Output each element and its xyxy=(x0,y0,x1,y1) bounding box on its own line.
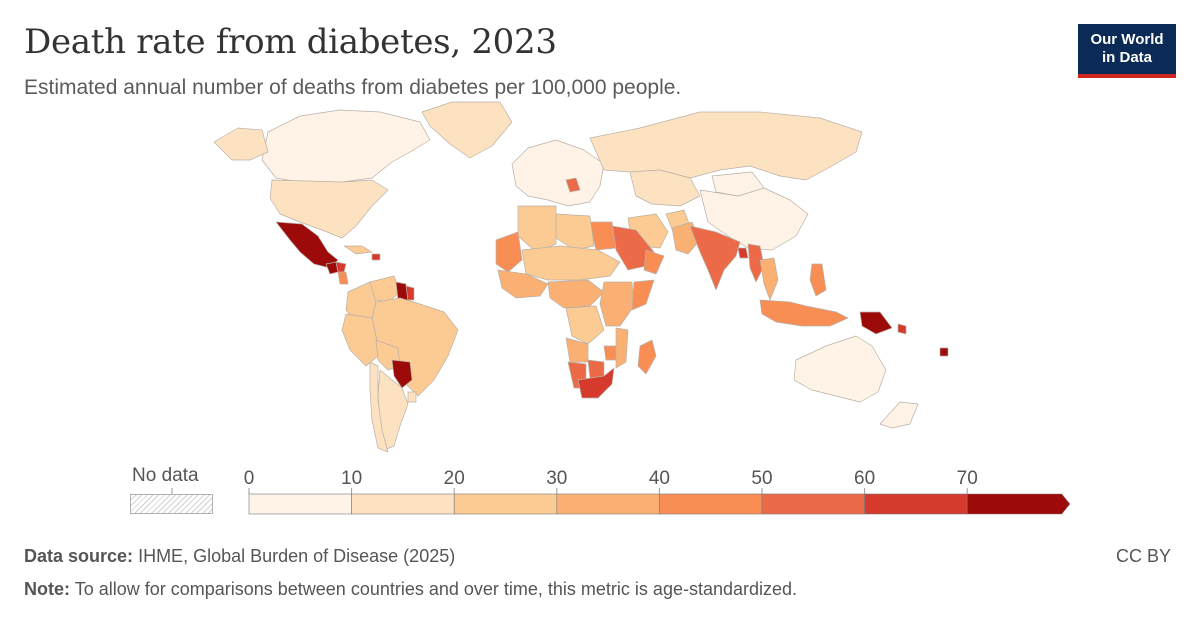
region-central-africa[interactable] xyxy=(547,279,605,309)
legend-bin-3[interactable] xyxy=(556,493,660,515)
legend-tick-label: 10 xyxy=(341,468,362,489)
region-philippines[interactable] xyxy=(809,263,827,297)
region-russia[interactable] xyxy=(589,111,863,181)
legend-bin-5[interactable] xyxy=(761,493,865,515)
data-source-text[interactable]: IHME, Global Burden of Disease (2025) xyxy=(138,546,456,566)
region-canada[interactable] xyxy=(261,109,431,183)
region-madagascar[interactable] xyxy=(637,339,657,375)
data-source-label: Data source: xyxy=(24,546,134,566)
region-solomon-islands[interactable] xyxy=(897,323,907,335)
region-peru[interactable] xyxy=(341,313,379,367)
region-europe[interactable] xyxy=(511,139,605,207)
legend-bin-1[interactable] xyxy=(351,493,455,515)
data-source: Data source: IHME, Global Burden of Dise… xyxy=(24,546,455,567)
region-fiji[interactable] xyxy=(939,347,949,357)
legend-bin-7[interactable] xyxy=(966,493,1071,515)
region-serbia-bosnia[interactable] xyxy=(565,177,581,193)
region-botswana[interactable] xyxy=(587,359,605,379)
legend-bin-4[interactable] xyxy=(659,493,763,515)
legend-tick-label: 60 xyxy=(854,468,875,489)
region-kazakhstan[interactable] xyxy=(629,169,701,207)
legend-tick-label: 0 xyxy=(244,468,255,489)
region-sahel[interactable] xyxy=(521,245,621,281)
region-libya[interactable] xyxy=(555,213,595,251)
region-mozambique[interactable] xyxy=(615,327,629,369)
region-east-africa[interactable] xyxy=(599,281,635,327)
chart-title: Death rate from diabetes, 2023 xyxy=(24,22,557,62)
region-suriname[interactable] xyxy=(405,285,415,301)
region-indonesia[interactable] xyxy=(759,299,849,327)
license-link[interactable]: CC BY xyxy=(1116,546,1172,566)
region-west-africa[interactable] xyxy=(497,269,549,299)
owid-logo[interactable]: Our World in Data xyxy=(1078,24,1176,78)
legend-tick-label: 20 xyxy=(444,468,465,489)
region-united-states[interactable] xyxy=(269,179,389,239)
no-data-swatch xyxy=(130,494,213,514)
legend-tick-label: 30 xyxy=(546,468,567,489)
region-myanmar[interactable] xyxy=(747,243,765,283)
note-label: Note: xyxy=(24,579,70,599)
region-thailand[interactable] xyxy=(759,257,779,301)
region-uruguay[interactable] xyxy=(407,391,417,403)
region-bangladesh[interactable] xyxy=(737,247,749,259)
legend-bin-2[interactable] xyxy=(453,493,558,515)
logo-line-1: Our World xyxy=(1090,31,1164,48)
region-nicaragua[interactable] xyxy=(337,271,349,285)
legend-bin-0[interactable] xyxy=(248,493,352,515)
region-alaska[interactable] xyxy=(213,127,269,161)
region-australia[interactable] xyxy=(793,335,887,403)
region-haiti[interactable] xyxy=(371,253,381,261)
legend-tick-label: 50 xyxy=(751,468,772,489)
region-western-sahara-mauritania[interactable] xyxy=(495,231,523,273)
region-oman[interactable] xyxy=(643,249,665,275)
note-text: To allow for comparisons between countri… xyxy=(74,579,798,599)
region-cuba[interactable] xyxy=(343,245,373,255)
region-new-zealand[interactable] xyxy=(879,401,919,429)
region-chile[interactable] xyxy=(369,361,389,453)
region-honduras[interactable] xyxy=(335,261,347,273)
region-south-africa[interactable] xyxy=(577,367,615,399)
region-dr-congo[interactable] xyxy=(565,305,605,345)
world-map xyxy=(213,101,949,453)
region-india[interactable] xyxy=(689,225,741,291)
legend-bin-6[interactable] xyxy=(864,493,968,515)
region-somalia[interactable] xyxy=(631,279,655,311)
legend-tick-label: 70 xyxy=(957,468,978,489)
region-mongolia[interactable] xyxy=(711,171,765,197)
region-egypt[interactable] xyxy=(589,221,617,251)
region-algeria[interactable] xyxy=(517,205,557,253)
no-data-label: No data xyxy=(132,465,199,486)
region-papua-new-guinea[interactable] xyxy=(859,311,893,335)
logo-line-2: in Data xyxy=(1101,49,1152,66)
region-paraguay[interactable] xyxy=(391,359,413,389)
chart-subtitle: Estimated annual number of deaths from d… xyxy=(24,76,682,99)
region-greenland[interactable] xyxy=(421,101,513,159)
note: Note: To allow for comparisons between c… xyxy=(24,579,797,600)
legend-tick-label: 40 xyxy=(649,468,670,489)
